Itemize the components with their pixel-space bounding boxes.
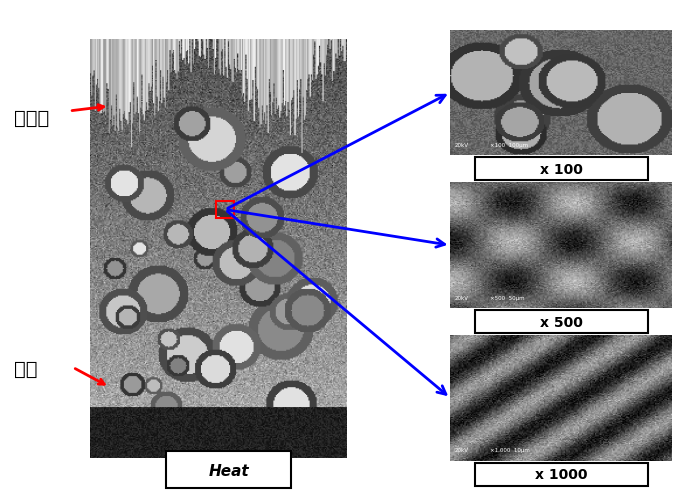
Text: ×500  50μm: ×500 50μm	[491, 296, 525, 301]
Text: x 1000: x 1000	[535, 468, 588, 482]
Text: ×1,000  10μm: ×1,000 10μm	[491, 449, 530, 454]
Text: 20kV: 20kV	[455, 296, 469, 301]
Text: 배면지: 배면지	[14, 109, 49, 128]
Text: 표층: 표층	[14, 360, 37, 379]
Text: 20kV: 20kV	[455, 449, 469, 454]
Text: 20kV: 20kV	[455, 143, 469, 148]
Text: x 500: x 500	[540, 316, 583, 329]
Text: Heat: Heat	[209, 464, 249, 479]
Text: x 100: x 100	[540, 163, 583, 176]
Text: ×100  100μm: ×100 100μm	[491, 143, 529, 148]
Bar	[216, 201, 234, 218]
